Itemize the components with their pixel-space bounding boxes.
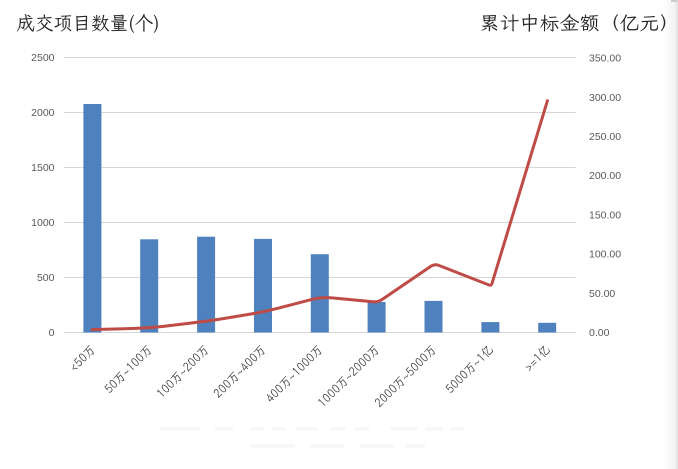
svg-text:200.00: 200.00 xyxy=(589,170,621,182)
svg-text:0.00: 0.00 xyxy=(589,327,610,339)
svg-text:300.00: 300.00 xyxy=(589,92,621,104)
svg-text:1500: 1500 xyxy=(31,162,55,174)
svg-text:2500: 2500 xyxy=(31,52,55,64)
svg-text:500: 500 xyxy=(37,272,55,284)
svg-text:50.00: 50.00 xyxy=(589,288,615,300)
svg-text:1000: 1000 xyxy=(31,217,55,229)
svg-text:350.00: 350.00 xyxy=(589,53,621,65)
svg-text:250.00: 250.00 xyxy=(589,131,621,143)
svg-text:0: 0 xyxy=(49,327,55,339)
svg-text:150.00: 150.00 xyxy=(589,210,621,222)
svg-text:100.00: 100.00 xyxy=(589,249,621,261)
svg-text:2000: 2000 xyxy=(31,107,55,119)
